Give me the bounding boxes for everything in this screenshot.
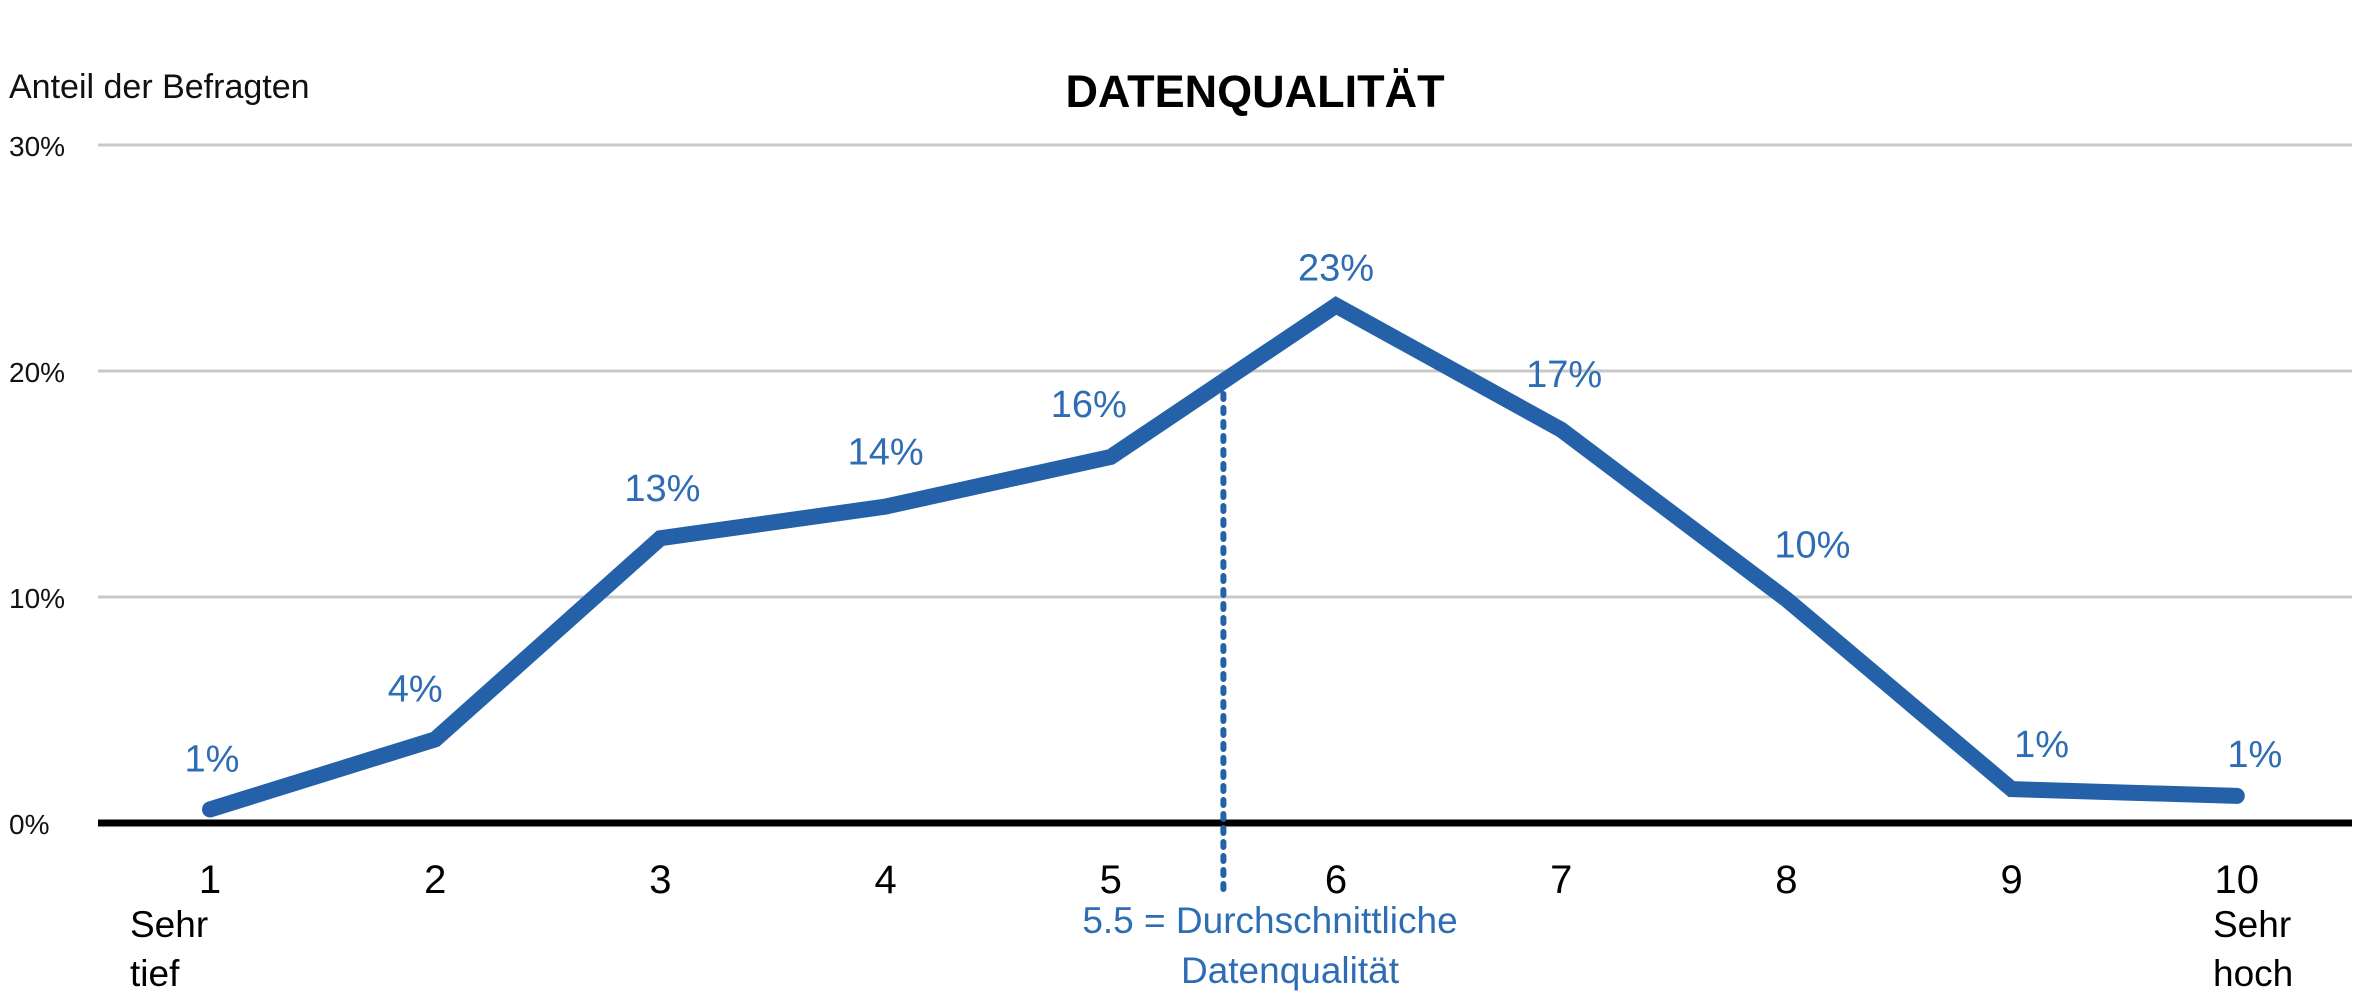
x-sublabel: tief bbox=[130, 953, 180, 994]
data-label: 4% bbox=[388, 668, 443, 710]
x-tick-label: 7 bbox=[1550, 858, 1572, 902]
data-series bbox=[202, 296, 2245, 818]
data-label: 1% bbox=[2227, 734, 2282, 776]
x-tick-label: 10 bbox=[2215, 858, 2260, 902]
data-label: 10% bbox=[1774, 524, 1850, 566]
y-tick-label: 0% bbox=[9, 809, 49, 840]
chart-title: DATENQUALITÄT bbox=[1065, 66, 1445, 117]
x-tick-label: 3 bbox=[649, 858, 671, 902]
data-label: 14% bbox=[848, 432, 924, 474]
data-labels: 1% 4% 13% 14% 16% 23% 17% 10% 1% 1% bbox=[185, 247, 2283, 780]
x-tick-label: 8 bbox=[1775, 858, 1797, 902]
x-tick-label: 9 bbox=[2000, 858, 2022, 902]
data-label: 1% bbox=[2014, 724, 2069, 766]
y-tick-label: 30% bbox=[9, 131, 65, 162]
x-sublabel: Sehr bbox=[130, 904, 208, 945]
x-sublabel: hoch bbox=[2213, 953, 2293, 994]
mean-annotation-line2: Datenqualität bbox=[1181, 950, 1400, 991]
y-axis-ticks: 0% 10% 20% 30% bbox=[9, 131, 65, 840]
y-axis-title: Anteil der Befragten bbox=[9, 68, 310, 106]
x-sublabel: Sehr bbox=[2213, 904, 2291, 945]
x-tick-label: 2 bbox=[424, 858, 446, 902]
x-tick-label: 4 bbox=[874, 858, 896, 902]
mean-annotation-line1: 5.5 = Durchschnittliche bbox=[1082, 900, 1457, 941]
x-tick-label: 6 bbox=[1325, 858, 1347, 902]
series-line bbox=[202, 296, 2245, 818]
x-tick-label: 1 bbox=[199, 858, 221, 902]
data-label: 1% bbox=[185, 738, 240, 780]
data-label: 17% bbox=[1526, 354, 1602, 396]
y-tick-label: 20% bbox=[9, 357, 65, 388]
data-label: 23% bbox=[1298, 247, 1374, 289]
mean-annotation: 5.5 = Durchschnittliche Datenqualität bbox=[1082, 900, 1457, 991]
data-label: 16% bbox=[1051, 384, 1127, 426]
x-tick-label: 5 bbox=[1100, 858, 1122, 902]
data-label: 13% bbox=[624, 468, 700, 510]
y-tick-label: 10% bbox=[9, 583, 65, 614]
